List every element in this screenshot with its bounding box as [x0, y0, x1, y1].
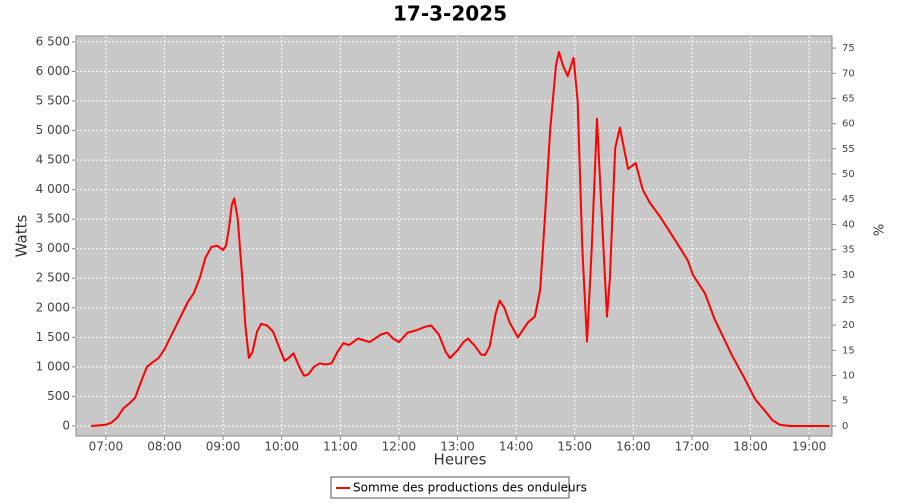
y-tick-label: 1 000 [36, 359, 70, 373]
y2-tick-label: 75 [842, 43, 855, 54]
x-tick-label: 16:00 [616, 440, 651, 454]
y-tick-label: 0 [62, 418, 70, 432]
y2-tick-label: 45 [842, 194, 855, 205]
x-tick-label: 11:00 [323, 440, 358, 454]
y2-tick-label: 65 [842, 93, 855, 104]
y-axis-label: Watts [13, 215, 31, 258]
y-tick-label: 5 000 [36, 123, 70, 137]
x-tick-label: 12:00 [382, 440, 417, 454]
x-tick-label: 18:00 [733, 440, 768, 454]
x-tick-label: 13:00 [440, 440, 475, 454]
legend-label: Somme des productions des onduleurs [353, 481, 587, 495]
y-tick-label: 3 500 [36, 212, 70, 226]
y-tick-label: 2 500 [36, 271, 70, 285]
y2-tick-label: 10 [842, 371, 855, 382]
x-tick-label: 09:00 [206, 440, 241, 454]
y2-tick-label: 55 [842, 144, 855, 155]
x-tick-label: 15:00 [557, 440, 592, 454]
y2-tick-label: 15 [842, 345, 855, 356]
y2-tick-label: 25 [842, 295, 855, 306]
x-tick-label: 10:00 [264, 440, 299, 454]
legend [330, 476, 570, 499]
chart-title: 17-3-2025 [393, 2, 507, 26]
y2-tick-label: 50 [842, 169, 855, 180]
x-tick-label: 17:00 [675, 440, 710, 454]
y2-tick-label: 70 [842, 68, 855, 79]
y-tick-label: 3 000 [36, 241, 70, 255]
y-tick-label: 1 500 [36, 330, 70, 344]
x-tick-label: 14:00 [499, 440, 534, 454]
y-tick-label: 6 500 [36, 34, 70, 48]
y2-tick-label: 0 [842, 421, 848, 432]
y-tick-label: 4 500 [36, 153, 70, 167]
x-tick-label: 19:00 [792, 440, 827, 454]
y2-tick-label: 40 [842, 219, 855, 230]
y-tick-label: 500 [47, 389, 70, 403]
y-tick-label: 5 500 [36, 93, 70, 107]
y2-tick-label: 60 [842, 119, 855, 130]
x-tick-label: 07:00 [89, 440, 124, 454]
y-tick-label: 6 000 [36, 64, 70, 78]
y2-tick-label: 35 [842, 245, 855, 256]
x-axis-label: Heures [434, 451, 487, 469]
y-tick-label: 4 000 [36, 182, 70, 196]
y2-tick-label: 20 [842, 320, 855, 331]
y2-axis-label: % [873, 224, 888, 236]
y2-tick-label: 5 [842, 396, 848, 407]
y2-tick-label: 30 [842, 270, 855, 281]
y-tick-label: 2 000 [36, 300, 70, 314]
x-tick-label: 08:00 [147, 440, 182, 454]
line-series [91, 50, 830, 427]
plot-area [75, 35, 833, 437]
